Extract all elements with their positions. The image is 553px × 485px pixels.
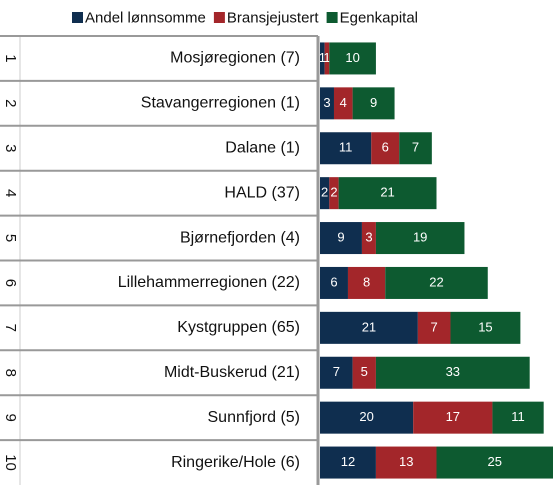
bar-segment [375, 222, 465, 255]
value-label: 5 [361, 364, 368, 379]
value-label: 6 [382, 140, 389, 155]
bar-segment [320, 177, 330, 210]
rank: 7 [2, 324, 19, 332]
value-label: 33 [446, 364, 460, 379]
legend-swatch [213, 12, 225, 23]
bar-segment [450, 311, 521, 344]
category-label: Kystgruppen (65) [177, 319, 300, 336]
rank: 10 [2, 454, 19, 471]
category-label: Mosjøregionen (7) [170, 50, 300, 67]
bar-segment [329, 42, 376, 75]
bar-segment [361, 222, 376, 255]
bar-segment [385, 266, 488, 299]
value-label: 2 [330, 185, 337, 200]
bar-segment [413, 401, 493, 434]
legend-swatch [326, 12, 338, 23]
bar-segment [320, 132, 372, 165]
bar-segment [352, 356, 376, 389]
bar-segment [371, 132, 400, 165]
value-label: 1 [319, 50, 326, 65]
legend-label: Andel lønnsomme [85, 9, 206, 26]
value-label: 4 [340, 95, 347, 110]
bar-segment [352, 87, 395, 120]
value-label: 21 [362, 319, 376, 334]
bar-segment [320, 401, 414, 434]
value-label: 25 [488, 454, 502, 469]
bar-segment [320, 266, 348, 299]
bar-segment [320, 356, 353, 389]
value-label: 13 [399, 454, 413, 469]
category-label: Dalane (1) [225, 139, 300, 156]
bar-segment [320, 311, 418, 344]
bar-segment [329, 177, 339, 210]
rank: 2 [2, 99, 19, 107]
category-label: Bjørnefjorden (4) [180, 229, 300, 246]
value-label: 11 [511, 409, 525, 424]
value-label: 2 [321, 185, 328, 200]
legend-swatch [72, 12, 83, 23]
rank: 5 [2, 234, 19, 242]
value-label: 11 [339, 140, 353, 155]
rank: 9 [2, 413, 19, 421]
value-label: 8 [363, 274, 370, 289]
value-label: 21 [380, 185, 394, 200]
value-label: 7 [333, 364, 340, 379]
value-label: 3 [365, 229, 372, 244]
legend-label: Egenkapital [340, 9, 418, 26]
category-label: Stavangerregionen (1) [141, 95, 300, 112]
bar-segment [417, 311, 451, 344]
bar-segment [375, 356, 530, 389]
value-label: 7 [412, 140, 419, 155]
category-label: Lillehammerregionen (22) [118, 274, 300, 291]
bar-segment [492, 401, 544, 434]
legend-label: Bransjejustert [227, 9, 320, 26]
category-label: HALD (37) [224, 184, 300, 201]
rank: 3 [2, 144, 19, 152]
value-label: 3 [323, 95, 330, 110]
value-label: 1 [323, 50, 330, 65]
bar-segment [333, 87, 353, 120]
bar-segment [436, 446, 553, 479]
bar-segment [320, 222, 362, 255]
value-label: 17 [446, 409, 460, 424]
bar-segment [347, 266, 386, 299]
rank: 6 [2, 279, 19, 287]
value-label: 6 [330, 274, 337, 289]
bar-segment [320, 446, 376, 479]
rank: 8 [2, 369, 19, 377]
value-label: 9 [337, 229, 344, 244]
value-label: 12 [341, 454, 355, 469]
value-label: 7 [431, 319, 438, 334]
value-label: 15 [478, 319, 492, 334]
rank: 4 [2, 189, 19, 197]
bar-segment [338, 177, 437, 210]
value-label: 9 [370, 95, 377, 110]
value-label: 22 [429, 274, 443, 289]
bar-segment [320, 87, 334, 120]
value-label: 20 [359, 409, 373, 424]
category-label: Sunnfjord (5) [208, 409, 301, 426]
bar-segment [324, 42, 330, 75]
value-label: 19 [413, 229, 427, 244]
bar-segment [320, 42, 325, 75]
bar-segment [399, 132, 432, 165]
bar-segment [375, 446, 437, 479]
category-label: Ringerike/Hole (6) [171, 454, 300, 471]
category-label: Midt-Buskerud (21) [164, 364, 300, 381]
value-label: 10 [345, 50, 359, 65]
rank: 1 [2, 54, 19, 62]
